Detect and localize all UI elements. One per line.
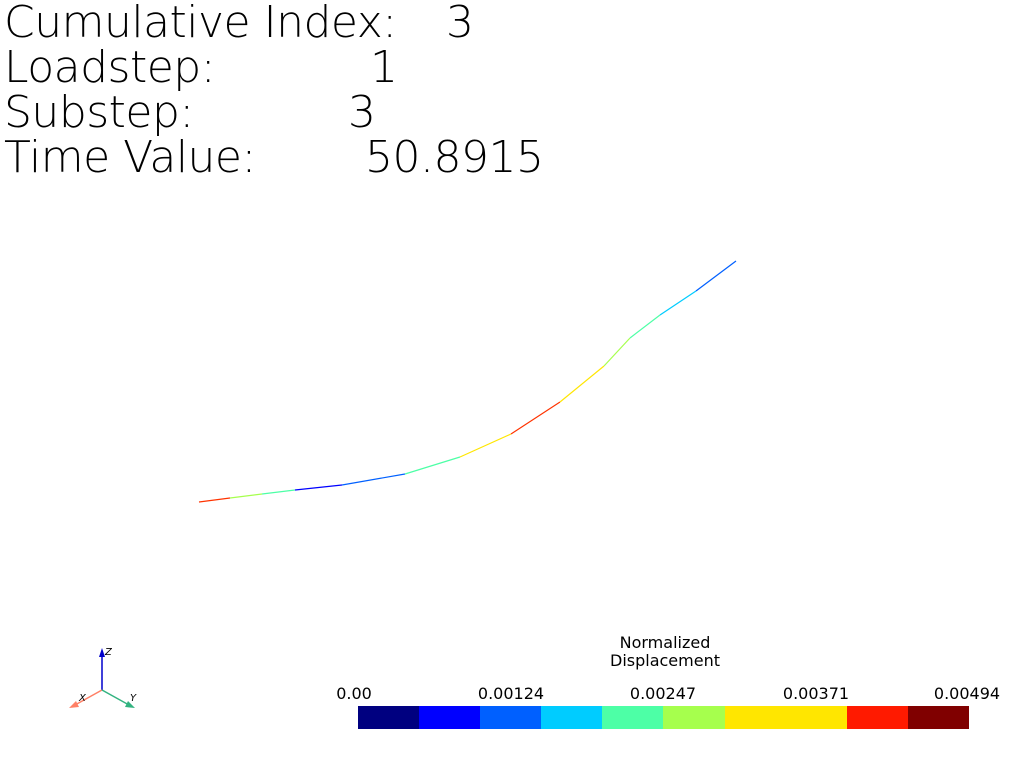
- beam-segment: [294, 484, 343, 491]
- beam-segment: [229, 493, 263, 499]
- legend-tick-label: 0.00247: [629, 684, 697, 703]
- cumulative-index-value: 3: [446, 0, 474, 48]
- beam-segment: [559, 365, 605, 403]
- scalar-colorbar: [358, 706, 969, 729]
- colorbar-segment: [541, 706, 603, 729]
- legend-title: Normalized Displacement: [565, 634, 765, 670]
- y-axis-arrowhead: [125, 701, 135, 708]
- loadstep-value: 1: [370, 42, 398, 93]
- loadstep-label: Loadstep:: [4, 42, 216, 93]
- beam-segment: [695, 260, 737, 292]
- substep-value: 3: [348, 87, 376, 138]
- z-axis-label: Z: [104, 647, 113, 658]
- beam-segment: [510, 401, 561, 435]
- colorbar-segment: [846, 706, 908, 729]
- legend-tick-label: 0.00: [336, 684, 372, 703]
- beam-segment: [603, 337, 631, 367]
- substep-label: Substep:: [4, 87, 194, 138]
- z-axis-arrowhead: [99, 648, 105, 657]
- colorbar-segment: [785, 706, 847, 729]
- beam-segment: [629, 314, 661, 339]
- colorbar-segment: [907, 706, 969, 729]
- legend-tick-label: 0.00371: [782, 684, 850, 703]
- beam-segment: [341, 473, 406, 486]
- colorbar-segment: [602, 706, 664, 729]
- beam-segment: [198, 497, 231, 503]
- colorbar-segment: [480, 706, 542, 729]
- colorbar-segment: [663, 706, 725, 729]
- deformed-beam: [198, 260, 737, 503]
- x-axis-arrowhead: [69, 701, 79, 708]
- beam-segment: [404, 456, 461, 475]
- y-axis-line: [101, 689, 130, 706]
- axes-triad: Z X Y: [69, 647, 137, 708]
- beam-segment: [459, 433, 512, 458]
- x-axis-label: X: [78, 693, 87, 704]
- colorbar-segment: [724, 706, 786, 729]
- legend-tick-label: 0.00124: [477, 684, 545, 703]
- y-axis-label: Y: [130, 693, 137, 704]
- beam-segment: [261, 489, 296, 495]
- colorbar-segment: [358, 706, 420, 729]
- time-value-value: 50.8915: [365, 132, 544, 183]
- legend-title-line-2: Displacement: [610, 651, 720, 670]
- colorbar-segment: [419, 706, 481, 729]
- x-axis-line: [74, 689, 103, 706]
- legend-tick-label: 0.00494: [933, 684, 1001, 703]
- beam-segment: [659, 290, 697, 316]
- cumulative-index-label: Cumulative Index:: [4, 0, 397, 48]
- time-value-label: Time Value:: [4, 132, 256, 183]
- legend-title-line-1: Normalized: [619, 633, 711, 652]
